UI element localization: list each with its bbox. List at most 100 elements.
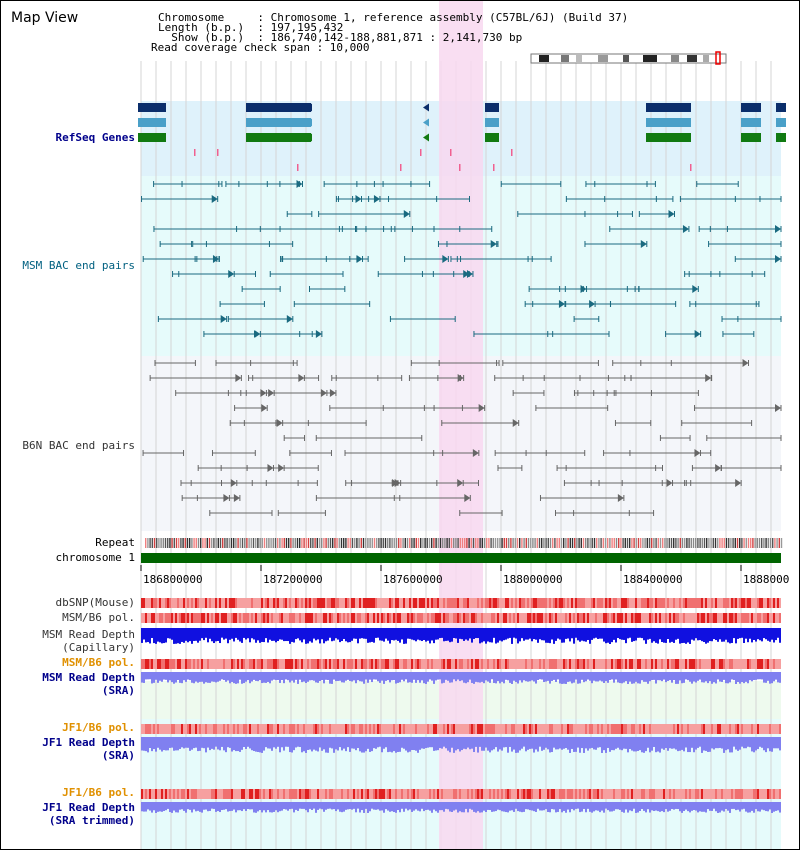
jf1-depth-bar [155,737,157,752]
jf1-b6-pol-heat [303,724,305,734]
msm-depth-sra-bar [187,672,189,680]
jf1-depth-trim-bar [491,802,493,812]
jf1-b6-pol-trim-heat [611,789,613,799]
msm-depth-sra-bar [293,672,295,683]
msm-depth-capillary-bar [757,628,759,640]
jf1-b6-pol-heat [143,724,145,734]
msm-depth-capillary-bar [385,628,387,639]
msm-b6-pol-heat [715,613,717,623]
repeat-mark [376,538,378,548]
msm-b6-pol-heat [143,613,145,623]
jf1-b6-pol-heat [235,724,237,734]
msm-b6-pol-heat [231,613,233,623]
dbsnp-heat [155,598,157,608]
jf1-depth-trim-bar [537,802,539,809]
msm-b6-pol-heat [629,613,631,623]
jf1-b6-pol-heat [315,724,317,734]
jf1-depth-trim-bar [281,802,283,811]
msm-depth-sra-bar [409,672,411,683]
msm-depth-capillary-bar [667,628,669,640]
msm-depth-capillary-bar [465,628,467,640]
jf1-depth-trim-bar [679,802,681,812]
jf1-b6-pol-trim-heat [327,789,329,799]
jf1-b6-pol-trim-heat [703,789,705,799]
jf1-depth-trim-bar [375,802,377,810]
jf1-b6-pol-heat [661,724,663,734]
msm-depth-capillary-bar [593,628,595,639]
msm-depth-sra-bar [397,672,399,683]
dbsnp-heat [761,598,763,608]
dbsnp-heat [439,598,441,608]
jf1-depth-trim-bar [309,802,311,809]
dbsnp-heat [545,598,547,608]
msm-depth-sra-bar [663,672,665,680]
msm-depth-capillary-bar [775,628,777,641]
jf1-b6-pol-heat [203,724,205,734]
repeat-mark [549,538,552,548]
msm-depth-capillary-bar [685,628,687,644]
jf1-b6-pol-trim-heat [379,789,381,799]
msm-depth-capillary-bar [661,628,663,643]
msm-b6-pol-heat [349,613,351,623]
msm-b6-pol-heat [191,613,193,623]
dbsnp-heat [715,598,717,608]
msm-depth-capillary-bar [461,628,463,640]
msm-depth-capillary-bar [317,628,319,640]
repeat-mark [481,538,483,548]
jf1-depth-trim-bar [767,802,769,812]
msm-b6-pol-sra-heat [465,659,467,669]
jf1-depth-bar [175,737,177,751]
msm-b6-pol-sra-heat [707,659,709,669]
msm-b6-pol-heat [193,613,195,623]
repeat-mark [591,538,593,548]
jf1-b6-pol-heat [405,724,407,734]
repeat-mark [620,538,622,548]
msm-depth-sra-bar [165,672,167,680]
jf1-depth-bar [209,737,211,751]
dbsnp-heat [641,598,643,608]
ideogram-band [643,55,657,62]
msm-depth-capillary-bar [197,628,199,643]
dbsnp-heat [399,598,401,608]
track-label-b6n-bac[interactable]: B6N BAC end pairs [22,439,135,452]
repeat-mark [228,538,230,548]
msm-b6-pol-sra-heat [145,659,147,669]
jf1-b6-pol-trim-heat [445,789,447,799]
jf1-b6-pol-heat [283,724,285,734]
msm-b6-pol-heat [459,613,461,623]
jf1-b6-pol-heat [269,724,271,734]
track-label-msm-bac[interactable]: MSM BAC end pairs [22,259,135,272]
jf1-b6-pol-trim-heat [461,789,463,799]
jf1-b6-pol-heat [471,724,473,734]
jf1-b6-pol-trim-heat [473,789,475,799]
msm-depth-capillary-bar [671,628,673,642]
jf1-b6-pol-heat [631,724,633,734]
jf1-depth-trim-bar [265,802,267,813]
jf1-b6-pol-trim-heat [687,789,689,799]
msm-depth-capillary-bar [145,628,147,643]
msm-depth-sra-bar [723,672,725,680]
msm-depth-sra-bar [449,672,451,683]
refseq-gene [246,103,311,112]
jf1-b6-pol-trim-heat [237,789,239,799]
msm-depth-sra-bar [421,672,423,681]
msm-b6-pol-heat [167,613,169,623]
jf1-depth-bar [761,737,763,748]
msm-depth-capillary-bar [615,628,617,643]
repeat-mark [646,538,648,548]
dbsnp-heat [661,598,663,608]
repeat-mark [358,538,360,548]
msm-depth-sra-bar [569,672,571,682]
jf1-b6-pol-heat [323,724,325,734]
track-label-refseq[interactable]: RefSeq Genes [55,131,135,144]
dbsnp-heat [151,598,153,608]
msm-depth-capillary-bar [325,628,327,642]
jf1-b6-pol-trim-heat [715,789,717,799]
msm-bac-pair-arrow [254,330,261,338]
jf1-depth-trim-bar [561,802,563,813]
msm-depth-capillary-bar [483,628,485,642]
msm-depth-sra-bar [485,672,487,681]
dbsnp-heat [517,598,519,608]
jf1-b6-pol-trim-heat [191,789,193,799]
